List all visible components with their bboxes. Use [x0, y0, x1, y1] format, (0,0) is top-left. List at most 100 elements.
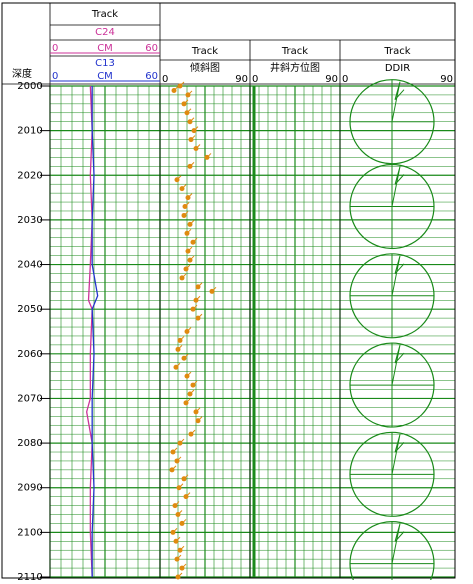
dip-tail: [192, 380, 198, 386]
track-title: Track: [383, 46, 410, 57]
track-name: DDIR: [385, 63, 410, 74]
dip-tail: [187, 90, 193, 96]
dip-tail: [172, 528, 178, 533]
dip-tail: [177, 510, 183, 515]
curve-name: C24: [95, 27, 115, 38]
dip-tail: [185, 492, 191, 498]
rose-arrow: [391, 523, 405, 564]
dip-tail: [179, 336, 185, 341]
scale-max: 60: [145, 43, 158, 54]
dip-tail: [179, 545, 185, 551]
dip-tail: [197, 416, 203, 422]
depth-label: 2110: [17, 572, 42, 580]
scale-min: 0: [342, 74, 348, 85]
depth-label: 2020: [17, 170, 42, 181]
dip-tail: [195, 144, 201, 149]
scale-max: 90: [325, 74, 338, 85]
dip-tail: [186, 108, 192, 114]
dip-tail: [175, 536, 181, 542]
depth-label: 2060: [17, 349, 42, 360]
dip-tail: [177, 572, 183, 578]
depth-label: 2000: [17, 81, 42, 92]
rose-arrow: [391, 344, 405, 386]
dip-tail: [173, 86, 179, 91]
dip-tail: [206, 153, 212, 158]
scale-unit: CM: [97, 71, 113, 82]
scale-max: 60: [145, 71, 158, 82]
dip-tail: [179, 81, 185, 87]
dip-tail: [195, 295, 201, 301]
dip-tail: [183, 474, 189, 480]
rose-arrow: [391, 255, 405, 296]
depth-header: 深度: [12, 67, 32, 80]
dip-tail: [186, 371, 192, 377]
track-title: Track: [191, 46, 218, 57]
curve-name: C13: [95, 58, 115, 69]
dip-tail: [176, 175, 182, 181]
dip-tail: [197, 282, 203, 288]
dip-tail: [192, 237, 198, 243]
dip-tail: [189, 161, 195, 167]
dip-tail: [172, 447, 178, 453]
dip-tail: [186, 228, 192, 234]
dip-tail: [187, 193, 193, 198]
rose-arrow: [391, 434, 405, 475]
dip-tail: [192, 304, 198, 310]
dip-tail: [177, 345, 183, 350]
rose-arrow: [391, 81, 405, 122]
dip-tail: [190, 135, 196, 140]
dip-tail: [181, 273, 187, 279]
rose-arrow: [391, 166, 405, 207]
dip-tail: [189, 220, 195, 225]
dip-tail: [183, 211, 189, 216]
dip-tail: [183, 99, 189, 105]
track-name: 倾斜图: [190, 61, 220, 74]
dip-tail: [193, 126, 199, 131]
track-title: Track: [91, 9, 118, 20]
scale-max: 90: [440, 74, 453, 85]
scale-min: 0: [252, 74, 258, 85]
dip-tail: [189, 389, 195, 395]
dip-tail: [189, 255, 195, 261]
dip-tail: [174, 501, 180, 506]
dip-tail: [183, 353, 189, 359]
dip-tail: [176, 456, 182, 462]
dip-tail: [178, 483, 184, 489]
curve: [91, 86, 99, 577]
dip-tail: [176, 554, 182, 560]
depth-label: 2010: [17, 126, 42, 137]
dip-tail: [181, 519, 187, 524]
depth-label: 2040: [17, 260, 42, 271]
depth-label: 2050: [17, 304, 42, 315]
dip-tail: [185, 264, 191, 270]
depth-label: 2080: [17, 438, 42, 449]
track-name: 井斜方位图: [270, 61, 320, 74]
track-title: Track: [281, 46, 308, 57]
depth-label: 2030: [17, 215, 42, 226]
dip-tail: [175, 362, 181, 368]
dip-tail: [185, 398, 191, 404]
depth-label: 2100: [17, 527, 42, 538]
scale-min: 0: [162, 74, 168, 85]
scale-max: 90: [235, 74, 248, 85]
dip-tail: [189, 117, 195, 123]
dip-tail: [197, 313, 203, 319]
curve: [86, 85, 93, 578]
depth-label: 2070: [17, 393, 42, 404]
dip-tail: [190, 429, 196, 435]
dip-tail: [187, 246, 193, 252]
scale-min: 0: [52, 71, 58, 82]
dip-tail: [184, 202, 190, 207]
scale-unit: CM: [97, 43, 113, 54]
dip-tail: [179, 438, 185, 444]
dip-tail: [181, 184, 187, 190]
dip-tail: [186, 327, 192, 332]
depth-label: 2090: [17, 483, 42, 494]
frame: [1, 2, 456, 579]
dip-tail: [171, 465, 177, 471]
scale-min: 0: [52, 43, 58, 54]
dip-tail: [181, 563, 187, 569]
dip-tail: [211, 286, 217, 292]
